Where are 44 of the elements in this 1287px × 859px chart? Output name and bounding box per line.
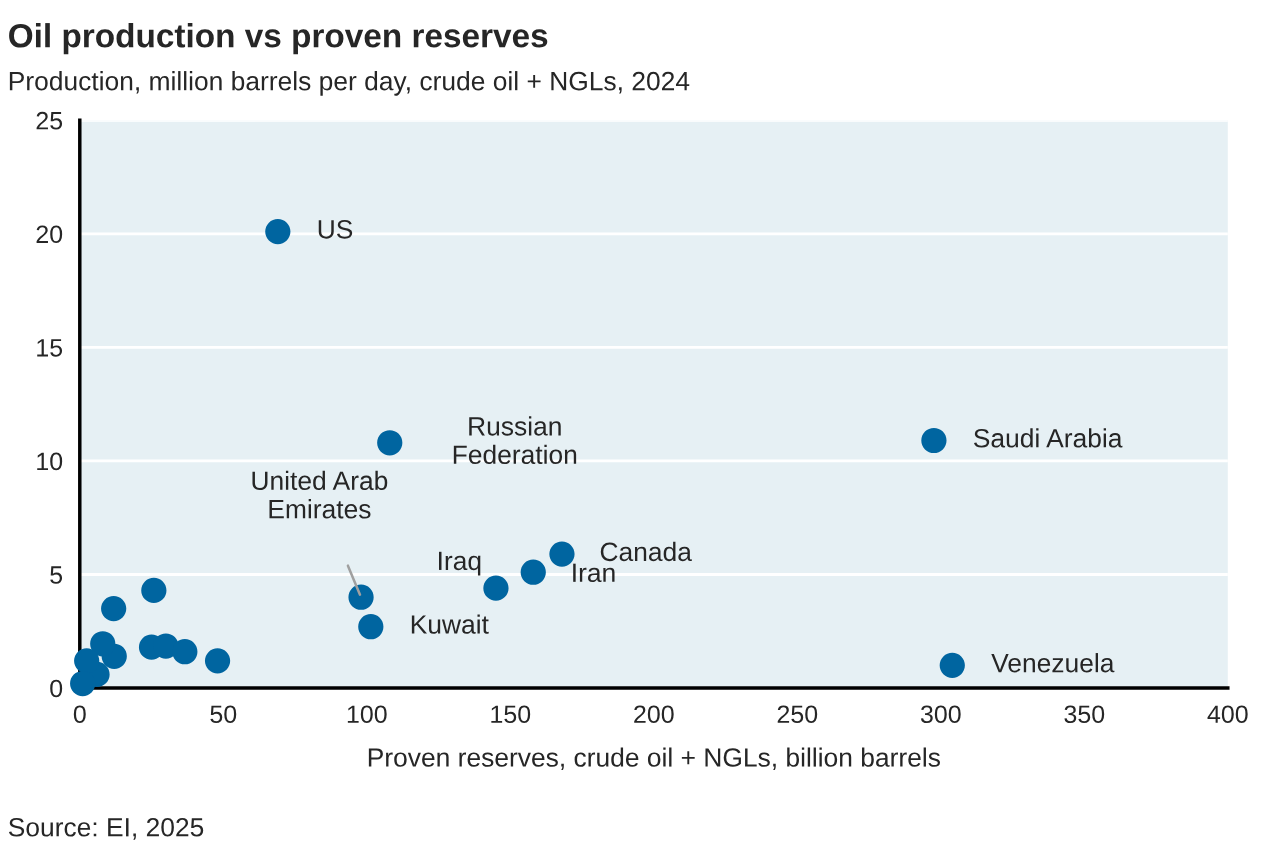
x-tick-label: 300 bbox=[920, 705, 961, 724]
point bbox=[90, 631, 116, 657]
point bbox=[520, 559, 546, 585]
x-tick-label: 400 bbox=[1207, 705, 1248, 724]
annotation: Venezuela bbox=[991, 653, 1115, 673]
point bbox=[101, 595, 127, 622]
point bbox=[921, 427, 947, 454]
point bbox=[549, 541, 575, 567]
annotation: Kuwait bbox=[411, 614, 489, 634]
point bbox=[939, 652, 965, 678]
annotation: United Arab Emirates bbox=[252, 470, 388, 519]
point bbox=[141, 577, 167, 604]
annotation: Iraq bbox=[439, 551, 481, 576]
x-axis-title: Proven reserves, crude oil + NGLs, billion barrels bbox=[368, 747, 940, 770]
y-tick-label: 15 bbox=[37, 339, 63, 357]
annotation: Canada bbox=[600, 541, 692, 562]
point bbox=[172, 639, 198, 665]
point bbox=[74, 648, 100, 674]
x-tick-label: 250 bbox=[777, 705, 818, 724]
y-tick-label: 25 bbox=[36, 111, 63, 130]
source-note: Source: EI, 2025 bbox=[8, 817, 204, 840]
x-tick-label: 200 bbox=[634, 705, 674, 724]
point bbox=[348, 584, 374, 610]
annotation: US bbox=[318, 219, 353, 239]
x-tick-label: 350 bbox=[1064, 705, 1105, 724]
x-tick-label: 150 bbox=[491, 705, 531, 724]
x-tick-label: 50 bbox=[210, 705, 237, 724]
x-tick-label: 100 bbox=[347, 705, 387, 724]
point bbox=[265, 218, 291, 245]
chart-subtitle: Production, million barrels per day, crude oil + NGLs, 2024 bbox=[9, 71, 690, 96]
annotation: Iran bbox=[573, 563, 615, 583]
point bbox=[358, 614, 384, 640]
annotation: Saudi Arabia bbox=[974, 428, 1123, 448]
point bbox=[70, 670, 96, 697]
point bbox=[377, 430, 403, 456]
x-tick-label: 0 bbox=[73, 705, 86, 724]
chart-title: Oil production vs proven reserves bbox=[9, 23, 548, 55]
point bbox=[204, 648, 231, 674]
point bbox=[483, 575, 509, 601]
y-tick-label: 10 bbox=[37, 452, 63, 471]
y-tick-label: 20 bbox=[36, 225, 63, 244]
annotation: Russian Federation bbox=[453, 416, 577, 465]
y-tick-label: 5 bbox=[50, 566, 63, 584]
y-tick-label: 0 bbox=[50, 679, 63, 698]
